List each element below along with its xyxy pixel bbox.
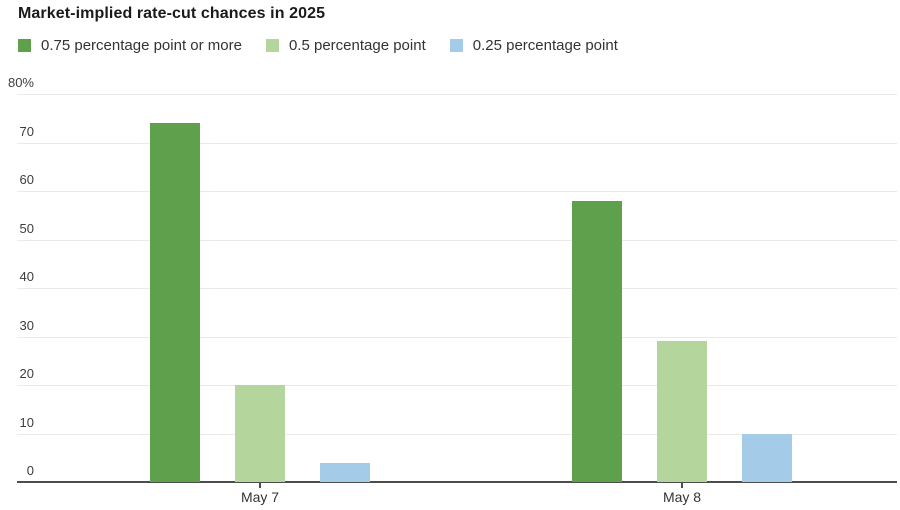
x-axis-category-label: May 8 — [662, 489, 702, 505]
gridline — [17, 94, 897, 95]
x-axis-baseline — [17, 481, 897, 483]
bar-may8-series2 — [742, 433, 792, 482]
x-axis-tick — [259, 482, 261, 488]
y-axis-tick-label: 70 — [19, 123, 34, 139]
y-axis-tick-label: 50 — [19, 220, 34, 236]
legend-item-05: 0.5 percentage point — [265, 37, 426, 54]
y-axis-tick-label: 30 — [19, 317, 34, 333]
legend-item-075: 0.75 percentage point or more — [18, 37, 242, 54]
y-axis-tick-label: 60 — [19, 172, 34, 187]
gridline — [17, 142, 897, 144]
chart-title: Market-implied rate-cut chances in 2025 — [18, 5, 326, 22]
gridline — [17, 433, 897, 435]
bar-may8-series1 — [657, 341, 707, 482]
gridline — [17, 385, 897, 386]
y-axis-tick-label: 10 — [19, 414, 34, 430]
gridline — [17, 191, 897, 192]
legend-swatch-075-icon — [18, 39, 31, 52]
y-axis-tick-label: 80% — [7, 75, 34, 90]
legend-item-025: 0.25 percentage point — [449, 37, 618, 54]
y-axis-tick-label: 0 — [26, 463, 34, 478]
bar-may7-series1 — [235, 385, 285, 482]
x-axis-category-label: May 7 — [240, 489, 280, 505]
gridline — [17, 239, 897, 241]
bar-may7-series2 — [320, 462, 370, 482]
legend-swatch-025-icon — [449, 39, 463, 52]
legend-label-025: 0.25 percentage point — [472, 37, 618, 54]
gridline — [17, 288, 897, 289]
y-axis-tick-label: 40 — [19, 269, 34, 284]
x-axis-tick — [681, 482, 683, 488]
y-axis-tick-label: 20 — [19, 366, 34, 381]
legend-label-075: 0.75 percentage point or more — [41, 37, 242, 54]
bar-may8-series0 — [572, 200, 622, 482]
bar-may7-series0 — [150, 123, 200, 482]
legend-label-05: 0.5 percentage point — [288, 37, 426, 54]
legend-swatch-05-icon — [265, 39, 279, 52]
gridline — [17, 336, 897, 338]
legend: 0.75 percentage point or more 0.5 percen… — [18, 37, 618, 54]
